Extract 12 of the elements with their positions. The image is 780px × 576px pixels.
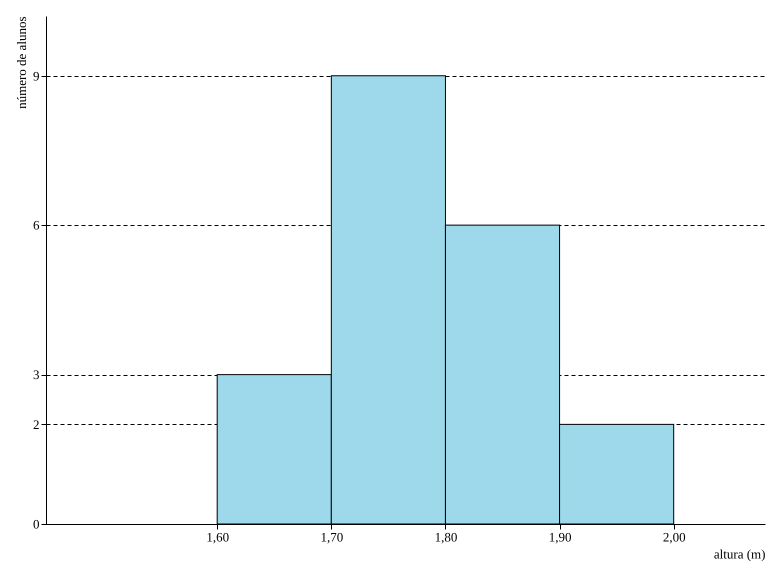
y-tick-label: 3 [33,367,40,382]
x-tick-label: 1,70 [320,530,344,544]
y-tick-label: 9 [33,68,40,84]
x-tick-label: 1,80 [434,530,458,544]
x-tick-label: 2,00 [662,530,686,544]
y-tick-label: 0 [33,516,40,532]
y-axis-title: número de alunos [14,16,29,109]
y-tick-label: 6 [33,218,40,233]
y-tick-label: 2 [33,416,40,432]
x-axis-title: altura (m) [714,546,766,562]
x-tick-label: 1,90 [548,530,572,544]
x-tick-label: 1,60 [206,530,230,544]
